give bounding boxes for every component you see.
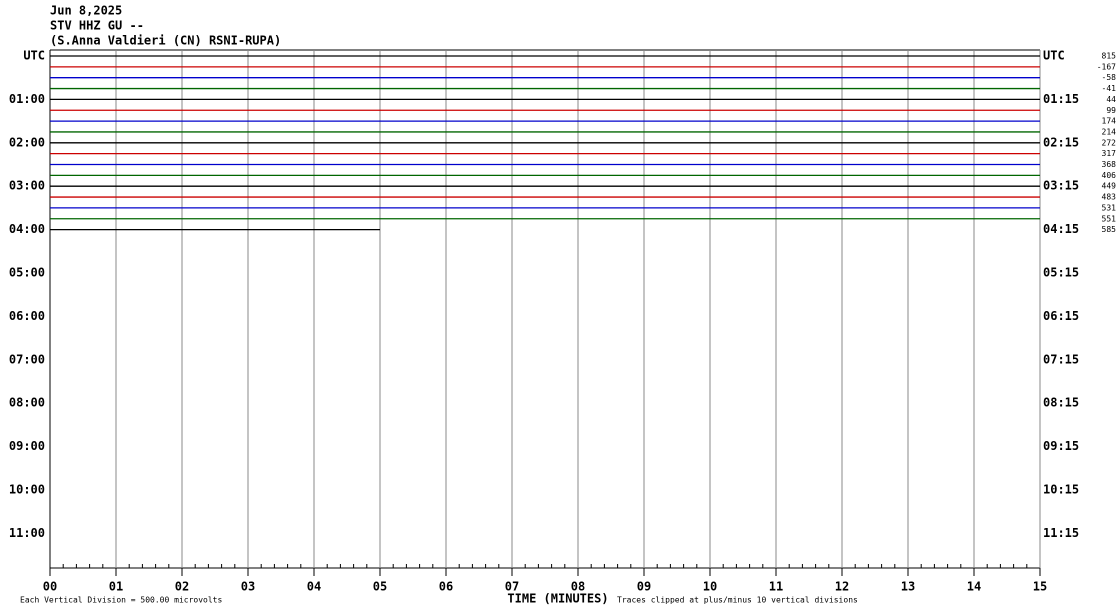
row-label-left: 11:00 — [9, 526, 45, 540]
row-label-right: 07:15 — [1043, 352, 1079, 366]
footer-note: Each Vertical Division = 500.00 microvol… — [20, 596, 222, 605]
trace-offset: 214 — [1102, 127, 1117, 136]
trace-offset: 531 — [1102, 203, 1117, 212]
trace-offset: -58 — [1102, 73, 1117, 82]
row-label-left: 07:00 — [9, 352, 45, 366]
trace-offset: 406 — [1102, 171, 1117, 180]
row-label-right: 02:15 — [1043, 135, 1079, 149]
row-label-left: 02:00 — [9, 135, 45, 149]
x-tick-label: 08 — [571, 580, 585, 594]
x-tick-label: 09 — [637, 580, 651, 594]
trace-offset: 272 — [1102, 138, 1117, 147]
row-label-right: 11:15 — [1043, 526, 1079, 540]
x-tick-label: 15 — [1033, 580, 1047, 594]
x-tick-label: 12 — [835, 580, 849, 594]
trace-offset: 317 — [1102, 149, 1117, 158]
row-label-left: 08:00 — [9, 396, 45, 410]
row-label-right: 08:15 — [1043, 396, 1079, 410]
x-tick-label: 14 — [967, 580, 981, 594]
row-label-right: 01:15 — [1043, 92, 1079, 106]
x-tick-label: 06 — [439, 580, 453, 594]
trace-offset: 368 — [1102, 160, 1117, 169]
trace-offset: 449 — [1102, 182, 1117, 191]
row-label-left: UTC — [23, 49, 45, 63]
x-tick-label: 10 — [703, 580, 717, 594]
trace-offset: 44 — [1106, 95, 1116, 104]
header-line: (S.Anna Valdieri (CN) RSNI-RUPA) — [50, 34, 281, 48]
row-label-left: 05:00 — [9, 266, 45, 280]
x-tick-label: 07 — [505, 580, 519, 594]
header-line: STV HHZ GU -- — [50, 19, 144, 33]
x-axis-label: TIME (MINUTES) — [507, 592, 608, 606]
trace-offset: 483 — [1102, 193, 1117, 202]
trace-offset: 815 — [1102, 52, 1117, 61]
x-tick-label: 00 — [43, 580, 57, 594]
row-label-right: UTC — [1043, 49, 1065, 63]
row-label-left: 01:00 — [9, 92, 45, 106]
row-label-right: 03:15 — [1043, 179, 1079, 193]
trace-offset: 585 — [1102, 225, 1117, 234]
trace-offset: 99 — [1106, 106, 1116, 115]
row-label-right: 06:15 — [1043, 309, 1079, 323]
row-label-left: 04:00 — [9, 222, 45, 236]
header-line: Jun 8,2025 — [50, 4, 122, 18]
row-label-left: 09:00 — [9, 439, 45, 453]
row-label-left: 03:00 — [9, 179, 45, 193]
row-label-right: 05:15 — [1043, 266, 1079, 280]
x-tick-label: 04 — [307, 580, 321, 594]
row-label-left: 10:00 — [9, 483, 45, 497]
x-tick-label: 13 — [901, 580, 915, 594]
x-tick-label: 01 — [109, 580, 123, 594]
trace-offset: 551 — [1102, 214, 1117, 223]
x-tick-label: 02 — [175, 580, 189, 594]
x-tick-label: 11 — [769, 580, 783, 594]
row-label-right: 09:15 — [1043, 439, 1079, 453]
row-label-left: 06:00 — [9, 309, 45, 323]
trace-offset: -41 — [1102, 84, 1117, 93]
footer-note: Traces clipped at plus/minus 10 vertical… — [617, 596, 858, 605]
x-tick-label: 03 — [241, 580, 255, 594]
row-label-right: 10:15 — [1043, 483, 1079, 497]
x-tick-label: 05 — [373, 580, 387, 594]
trace-offset: 174 — [1102, 117, 1117, 126]
trace-offset: -167 — [1097, 62, 1116, 71]
row-label-right: 04:15 — [1043, 222, 1079, 236]
